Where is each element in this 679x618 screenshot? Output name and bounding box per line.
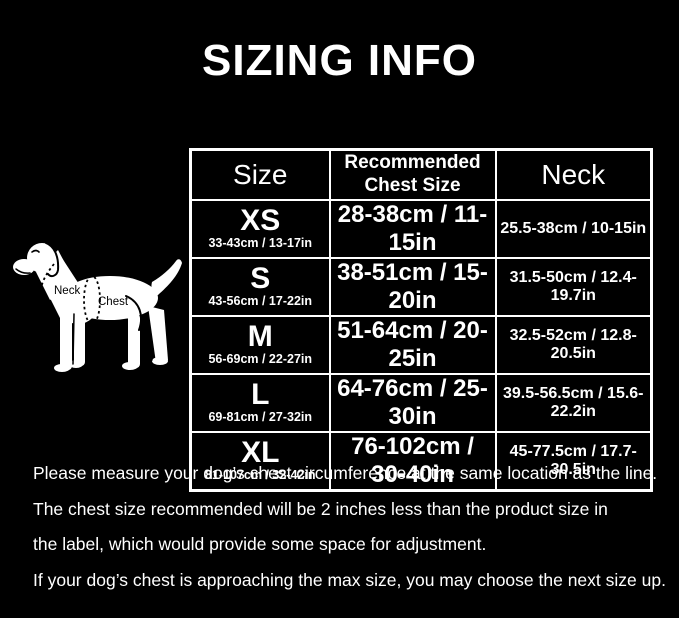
size-range: 81-107cm / 32-42in bbox=[205, 468, 316, 483]
neck-cell: 25.5-38cm / 10-15in bbox=[494, 198, 653, 259]
chest-cell: 51-64cm / 20-25in bbox=[328, 314, 497, 375]
neck-cell: 45-77.5cm / 17.7-30.5in bbox=[494, 430, 653, 491]
chest-cell: 38-51cm / 15-20in bbox=[328, 256, 497, 317]
size-cell: S 43-56cm / 17-22in bbox=[189, 256, 331, 317]
page-title: SIZING INFO bbox=[202, 36, 477, 85]
sizing-table-container: Size Recommended Chest Size Neck XS 33-4… bbox=[189, 148, 653, 492]
chest-cell: 64-76cm / 25-30in bbox=[328, 372, 497, 433]
size-range: 43-56cm / 17-22in bbox=[208, 294, 313, 309]
size-code: XS bbox=[240, 204, 281, 238]
note-line-2: The chest size recommended will be 2 inc… bbox=[33, 498, 608, 519]
size-code: S bbox=[250, 262, 271, 296]
neck-label: Neck bbox=[54, 285, 80, 297]
neck-measure-line bbox=[40, 263, 55, 314]
table-row-l: L 69-81cm / 27-32in 64-76cm / 25-30in 39… bbox=[189, 372, 653, 433]
size-code: L bbox=[251, 378, 270, 412]
table-row-xs: XS 33-43cm / 13-17in 28-38cm / 11-15in 2… bbox=[189, 198, 653, 259]
column-header-neck: Neck bbox=[494, 148, 653, 201]
chest-cell: 76-102cm / 30-40in bbox=[328, 430, 497, 491]
chest-measure-line bbox=[83, 275, 101, 325]
table-header-row: Size Recommended Chest Size Neck bbox=[189, 148, 653, 201]
neck-cell: 32.5-52cm / 12.8-20.5in bbox=[494, 314, 653, 375]
size-cell: L 69-81cm / 27-32in bbox=[189, 372, 331, 433]
sizing-table: Size Recommended Chest Size Neck XS 33-4… bbox=[189, 148, 653, 492]
size-range: 33-43cm / 13-17in bbox=[208, 236, 313, 251]
table-row-s: S 43-56cm / 17-22in 38-51cm / 15-20in 31… bbox=[189, 256, 653, 317]
note-line-1: Please measure your dog’s chest circumfe… bbox=[33, 463, 658, 483]
size-code: M bbox=[247, 320, 273, 354]
column-header-size: Size bbox=[189, 148, 331, 201]
neck-cell: 31.5-50cm / 12.4-19.7in bbox=[494, 256, 653, 317]
size-range: 69-81cm / 27-32in bbox=[208, 410, 313, 425]
dog-measurement-diagram: Neck Chest bbox=[10, 238, 185, 378]
chest-cell: 28-38cm / 11-15in bbox=[328, 198, 497, 259]
note-line-4: If your dog’s chest is approaching the m… bbox=[33, 569, 666, 590]
dog-silhouette-icon: Neck Chest bbox=[13, 242, 182, 372]
size-cell: XL 81-107cm / 32-42in bbox=[189, 430, 331, 491]
chest-label: Chest bbox=[98, 296, 129, 308]
size-cell: M 56-69cm / 22-27in bbox=[189, 314, 331, 375]
size-cell: XS 33-43cm / 13-17in bbox=[189, 198, 331, 259]
column-header-chest: Recommended Chest Size bbox=[328, 148, 497, 201]
size-code: XL bbox=[241, 436, 280, 470]
note-line-3: the label, which would provide some spac… bbox=[33, 534, 487, 554]
measurement-notes: Please measure your dog’s chest circumfe… bbox=[33, 462, 669, 604]
table-row-m: M 56-69cm / 22-27in 51-64cm / 20-25in 32… bbox=[189, 314, 653, 375]
table-row-xl: XL 81-107cm / 32-42in 76-102cm / 30-40in… bbox=[189, 430, 653, 491]
size-range: 56-69cm / 22-27in bbox=[208, 352, 313, 367]
neck-cell: 39.5-56.5cm / 15.6-22.2in bbox=[494, 372, 653, 433]
